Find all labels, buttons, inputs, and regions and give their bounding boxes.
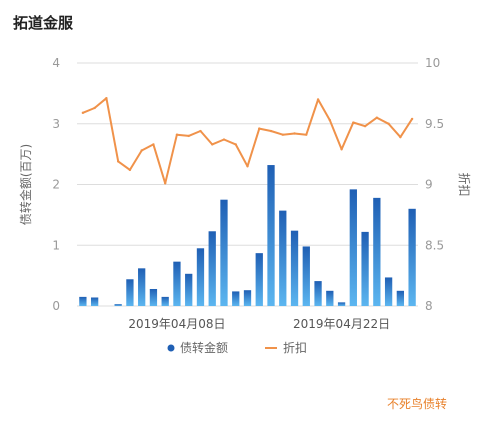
right-tick-label: 8 (425, 299, 433, 313)
bar (373, 197, 381, 306)
bar (243, 290, 252, 306)
left-tick-label: 3 (52, 117, 60, 131)
line-point (116, 160, 120, 163)
bar (90, 297, 99, 306)
left-tick-label: 0 (52, 299, 60, 313)
line-point (199, 129, 202, 133)
line-point (222, 138, 226, 141)
bar (126, 279, 134, 306)
bar (208, 231, 216, 306)
bar (149, 288, 158, 306)
bar (173, 261, 181, 306)
bar (114, 304, 122, 306)
line-point (128, 168, 132, 172)
line-point (269, 129, 273, 133)
chart-area: 0 1 2 3 4 8 8.5 9 9.5 10 债转金额(百万) 折扣 2019年04月08日 2019… (18, 56, 472, 355)
right-tick-label: 9 (425, 178, 433, 192)
legend-label-bar: 债转金额 (180, 340, 228, 355)
bar (314, 281, 322, 306)
bar (326, 290, 334, 306)
line-point (163, 182, 167, 185)
line-point (187, 134, 190, 138)
bar (161, 296, 169, 306)
right-tick-label: 9.5 (425, 117, 444, 131)
right-axis-label: 折扣 (457, 172, 472, 196)
bar (232, 291, 240, 306)
bar (337, 302, 346, 306)
bar (79, 296, 87, 306)
bar-series (79, 165, 416, 306)
line-point (375, 116, 379, 119)
line-point (305, 133, 308, 136)
legend: 债转金额 折扣 (167, 340, 307, 355)
bar (196, 248, 205, 306)
left-tick-label: 1 (52, 238, 60, 252)
line-point (352, 121, 355, 124)
line-point (399, 135, 402, 139)
line-point (316, 98, 320, 101)
legend-label-line: 折扣 (283, 340, 307, 355)
line-point (258, 127, 261, 130)
line-point (175, 133, 179, 136)
left-tick-label: 4 (52, 56, 60, 70)
left-axis-label: 债转金额(百万) (18, 144, 33, 225)
line-point (328, 118, 332, 122)
line-point (293, 132, 296, 135)
source-label: 不死鸟债转 (386, 397, 447, 411)
line-point (140, 149, 143, 152)
right-tick-label: 8.5 (425, 238, 444, 252)
chart-title: 拓道金服 (13, 14, 74, 32)
bar (384, 277, 393, 306)
bar (361, 231, 369, 306)
line-point (246, 165, 249, 168)
bar (302, 246, 310, 306)
line-point (410, 117, 414, 121)
left-tick-label: 2 (52, 178, 60, 192)
line-point (211, 143, 214, 146)
legend-marker-bar (167, 344, 175, 352)
bar (220, 199, 228, 306)
line-point (105, 97, 108, 100)
bar (185, 273, 193, 306)
bar (396, 290, 405, 306)
x-tick-label: 2019年04月22日 (293, 317, 390, 331)
x-tick-label: 2019年04月08日 (128, 317, 225, 331)
axes: 0 1 2 3 4 8 8.5 9 9.5 10 债转金额(百万) 折扣 2019年04月08日 2019… (18, 56, 472, 331)
line-point (387, 122, 390, 125)
bar (267, 165, 275, 306)
bar (255, 253, 263, 306)
bar (290, 230, 299, 306)
line-point (234, 143, 237, 146)
bar (138, 268, 146, 306)
line-point (281, 133, 284, 136)
bar (279, 210, 287, 306)
bar (349, 189, 357, 306)
line-point (340, 148, 343, 151)
line-series (81, 97, 414, 185)
line-point (363, 124, 367, 128)
right-tick-label: 10 (425, 56, 440, 70)
line-path (82, 97, 413, 185)
line-point (152, 143, 155, 146)
line-point (81, 111, 85, 115)
line-point (93, 106, 96, 110)
bar (408, 208, 416, 306)
